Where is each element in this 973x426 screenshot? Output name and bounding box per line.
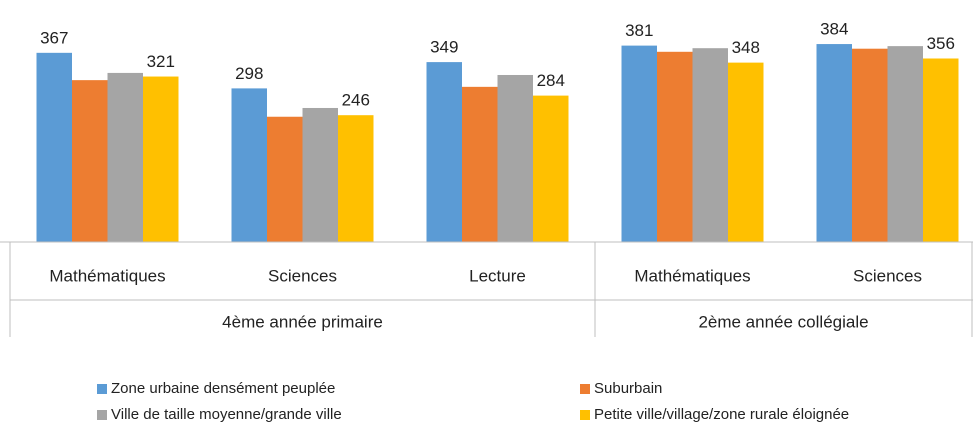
bar: [533, 95, 569, 242]
x-tick-label: Mathématiques: [49, 266, 165, 285]
legend-label: Ville de taille moyenne/grande ville: [111, 406, 342, 423]
bar: [302, 107, 338, 243]
data-label: 348: [732, 38, 760, 57]
group-label: 4ème année primaire: [222, 312, 383, 331]
bar: [816, 44, 852, 242]
bar: [231, 88, 267, 242]
data-label: 381: [625, 21, 653, 40]
x-tick-label: Sciences: [268, 266, 337, 285]
legend-swatch: [97, 410, 107, 420]
bar: [923, 58, 959, 243]
data-label: 284: [537, 71, 565, 90]
data-label: 321: [147, 52, 175, 71]
bar: [462, 86, 498, 242]
bar: [143, 76, 179, 243]
bar: [692, 48, 728, 243]
x-tick-label: Sciences: [853, 266, 922, 285]
bar: [267, 116, 303, 242]
bar: [72, 80, 108, 242]
bar: [621, 45, 657, 242]
bar: [107, 72, 143, 243]
bar: [852, 48, 888, 242]
data-label: 367: [40, 28, 68, 47]
data-label: 349: [430, 38, 458, 57]
legend-label: Zone urbaine densément peuplée: [111, 380, 335, 397]
x-tick-label: Lecture: [469, 266, 526, 285]
legend-swatch: [580, 410, 590, 420]
data-label: 384: [820, 20, 848, 39]
bar: [497, 74, 533, 243]
legend-label: Petite ville/village/zone rurale éloigné…: [594, 406, 849, 423]
data-label: 246: [342, 91, 370, 110]
data-label: 356: [927, 34, 955, 53]
bar: [887, 46, 923, 242]
bar: [426, 62, 462, 243]
group-label: 2ème année collégiale: [698, 312, 868, 331]
x-tick-label: Mathématiques: [634, 266, 750, 285]
data-label: 298: [235, 64, 263, 83]
legend-swatch: [580, 384, 590, 394]
bar: [338, 115, 374, 242]
legend-swatch: [97, 384, 107, 394]
bar: [36, 52, 72, 243]
bar: [657, 51, 693, 242]
bar: [728, 62, 764, 242]
legend-label: Suburbain: [594, 380, 662, 397]
